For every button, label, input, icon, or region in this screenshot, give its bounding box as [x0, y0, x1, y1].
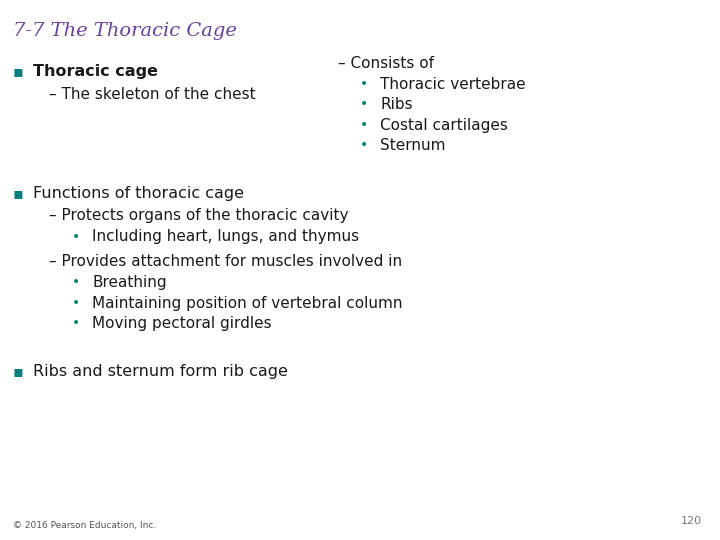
Text: Moving pectoral girdles: Moving pectoral girdles — [92, 316, 271, 332]
Text: Sternum: Sternum — [380, 138, 446, 153]
Text: Costal cartilages: Costal cartilages — [380, 118, 508, 133]
Text: Ribs: Ribs — [380, 97, 413, 112]
Text: Maintaining position of vertebral column: Maintaining position of vertebral column — [92, 296, 402, 311]
Text: 120: 120 — [681, 516, 702, 526]
Text: – Provides attachment for muscles involved in: – Provides attachment for muscles involv… — [49, 254, 402, 269]
Text: •: • — [72, 275, 80, 289]
Text: © 2016 Pearson Education, Inc.: © 2016 Pearson Education, Inc. — [13, 521, 156, 530]
Text: •: • — [360, 97, 368, 111]
Text: ▪: ▪ — [13, 64, 24, 79]
Text: Ribs and sternum form rib cage: Ribs and sternum form rib cage — [33, 364, 288, 379]
Text: – Consists of: – Consists of — [338, 56, 434, 71]
Text: 7-7 The Thoracic Cage: 7-7 The Thoracic Cage — [13, 22, 237, 39]
Text: Including heart, lungs, and thymus: Including heart, lungs, and thymus — [92, 230, 359, 245]
Text: •: • — [72, 316, 80, 330]
Text: Thoracic vertebrae: Thoracic vertebrae — [380, 77, 526, 92]
Text: Functions of thoracic cage: Functions of thoracic cage — [33, 186, 244, 201]
Text: ▪: ▪ — [13, 186, 24, 201]
Text: •: • — [72, 230, 80, 244]
Text: – Protects organs of the thoracic cavity: – Protects organs of the thoracic cavity — [49, 208, 348, 224]
Text: – The skeleton of the chest: – The skeleton of the chest — [49, 87, 256, 103]
Text: •: • — [360, 118, 368, 132]
Text: •: • — [360, 138, 368, 152]
Text: Thoracic cage: Thoracic cage — [33, 64, 158, 79]
Text: •: • — [360, 77, 368, 91]
Text: Breathing: Breathing — [92, 275, 167, 291]
Text: ▪: ▪ — [13, 364, 24, 379]
Text: •: • — [72, 296, 80, 310]
